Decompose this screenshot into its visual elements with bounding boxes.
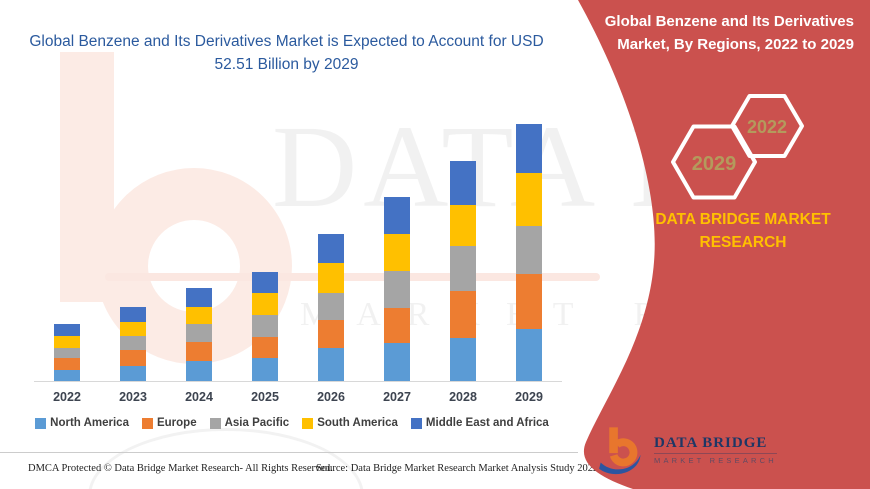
bar-column-2022 (34, 121, 100, 381)
data-bridge-logo-icon (599, 427, 641, 475)
x-axis-label-2022: 2022 (53, 390, 81, 404)
legend-marker (209, 417, 221, 429)
x-axis-label-2029: 2029 (515, 390, 543, 404)
x-axis-label-2026: 2026 (317, 390, 345, 404)
legend-label: Middle East and Africa (425, 417, 549, 429)
x-axis-label-2025: 2025 (251, 390, 279, 404)
x-axis-labels: 2022 2023 2024 2025 2026 2027 2028 2029 (34, 390, 562, 404)
data-bridge-logo-text: DATA BRIDGE MARKET RESEARCH (654, 435, 777, 465)
footer-dmca-text: DMCA Protected © Data Bridge Market Rese… (28, 463, 333, 474)
x-axis-label-2027: 2027 (383, 390, 411, 404)
bar-segment-europe (54, 358, 80, 371)
bar-segment-north-america (120, 366, 146, 381)
bar-segment-asia-pacific (54, 348, 80, 359)
bar-segment-north-america (54, 370, 80, 381)
footer-source-text: Source: Data Bridge Market Research Mark… (316, 463, 599, 474)
bar-segment-north-america (318, 348, 344, 381)
logo-subtitle: MARKET RESEARCH (654, 453, 777, 465)
x-axis-label-2023: 2023 (119, 390, 147, 404)
bar-segment-south-america (516, 172, 542, 226)
x-axis-label-2024: 2024 (185, 390, 213, 404)
legend-label: North America (50, 417, 129, 429)
bar-segment-middle-east-and-africa (54, 323, 80, 337)
legend-marker (302, 417, 314, 429)
legend-label: Europe (156, 417, 197, 429)
bar-segment-europe (318, 320, 344, 349)
bar-segment-asia-pacific (516, 225, 542, 274)
legend-item-north-america: North America (35, 417, 129, 429)
chart-legend: North America Europe Asia Pacific South Ame… (18, 417, 566, 429)
legend-marker (35, 417, 47, 429)
x-axis-label-2028: 2028 (449, 390, 477, 404)
bar-segment-europe (516, 273, 542, 330)
side-panel-heading: Global Benzene and Its Derivatives Marke… (604, 13, 854, 54)
bar-segment-south-america (384, 233, 410, 271)
bar-segment-asia-pacific (318, 293, 344, 321)
legend-item-asia-pacific: Asia Pacific (209, 417, 290, 429)
legend-item-south-america: South America (302, 417, 398, 429)
footer-divider (0, 452, 578, 453)
hexagon-2029-outline (671, 124, 757, 200)
legend-label: South America (317, 417, 398, 429)
bar-segment-middle-east-and-africa (516, 124, 542, 173)
chart-title: Global Benzene and Its Derivatives Marke… (29, 33, 544, 74)
bar-segment-south-america (450, 204, 476, 247)
bar-column-2027 (364, 121, 430, 381)
bar-segment-middle-east-and-africa (318, 233, 344, 263)
bar-segment-europe (450, 291, 476, 338)
legend-label: Asia Pacific (224, 417, 290, 429)
bar-segment-south-america (54, 336, 80, 349)
hexagon-badges: 2022 2029 (671, 94, 804, 200)
hexagon-2029-label: 2029 (692, 153, 737, 175)
data-bridge-logo: DATA BRIDGE MARKET RESEARCH (596, 424, 777, 476)
bar-segment-asia-pacific (450, 246, 476, 292)
legend-marker (410, 417, 422, 429)
bar-segment-middle-east-and-africa (186, 287, 212, 307)
bar-segment-north-america (450, 337, 476, 381)
side-panel-brand-text: DATA BRIDGE MARKET RESEARCH (655, 211, 831, 252)
legend-marker (141, 417, 153, 429)
bar-column-2029 (496, 121, 562, 381)
bar-segment-europe (384, 307, 410, 343)
hexagon-2022-label: 2022 (747, 117, 787, 137)
bar-segment-north-america (516, 329, 542, 381)
x-axis-line (34, 381, 562, 382)
bar-segment-middle-east-and-africa (384, 196, 410, 234)
bar-column-2028 (430, 121, 496, 381)
bar-segment-north-america (186, 361, 212, 381)
bar-segment-north-america (384, 342, 410, 381)
bar-column-2026 (298, 121, 364, 381)
logo-name: DATA BRIDGE (654, 435, 768, 451)
bar-segment-middle-east-and-africa (450, 161, 476, 205)
legend-item-middle-east-and-africa: Middle East and Africa (410, 417, 549, 429)
legend-item-europe: Europe (141, 417, 197, 429)
